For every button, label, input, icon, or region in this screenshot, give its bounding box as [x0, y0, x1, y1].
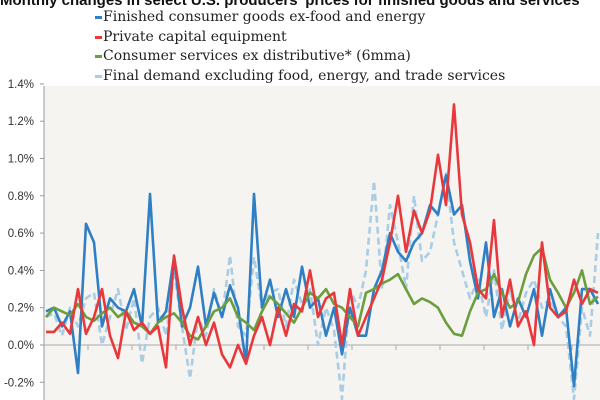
- legend-item-consumer-services: Consumer services ex distributive* (6mma…: [95, 47, 505, 67]
- legend-label: Consumer services ex distributive* (6mma…: [103, 48, 411, 64]
- y-tick-label: 0.0%: [8, 340, 34, 352]
- legend-label: Final demand excluding food, energy, and…: [103, 67, 506, 84]
- y-tick-label: 0.8%: [8, 191, 34, 203]
- legend-item-finished-goods: Finished consumer goods ex-food and ener…: [95, 8, 505, 28]
- y-tick-label: 0.4%: [8, 265, 34, 277]
- legend-item-capital-equipment: Private capital equipment: [95, 28, 505, 48]
- legend-item-final-demand: Final demand excluding food, energy, and…: [95, 67, 505, 87]
- legend-swatch: [95, 74, 102, 78]
- y-tick-label: 0.2%: [8, 303, 34, 315]
- y-tick-label: 1.0%: [8, 154, 34, 166]
- plot-area: [44, 86, 600, 400]
- series-line-1: [46, 103, 599, 369]
- legend-label: Private capital equipment: [103, 28, 287, 45]
- series-line-0: [45, 174, 600, 388]
- legend-swatch: [95, 55, 102, 59]
- legend-swatch: [95, 16, 102, 20]
- legend: Finished consumer goods ex-food and ener…: [95, 8, 505, 86]
- y-tick-label: -0.2%: [4, 377, 34, 389]
- legend-swatch: [95, 35, 102, 39]
- y-tick-label: 1.2%: [8, 116, 34, 128]
- y-tick-label: 0.6%: [8, 228, 34, 240]
- chart-title: Monthly changes in select U.S. producers…: [0, 0, 580, 9]
- y-tick-label: 1.4%: [8, 79, 34, 91]
- legend-label: Finished consumer goods ex-food and ener…: [103, 9, 426, 25]
